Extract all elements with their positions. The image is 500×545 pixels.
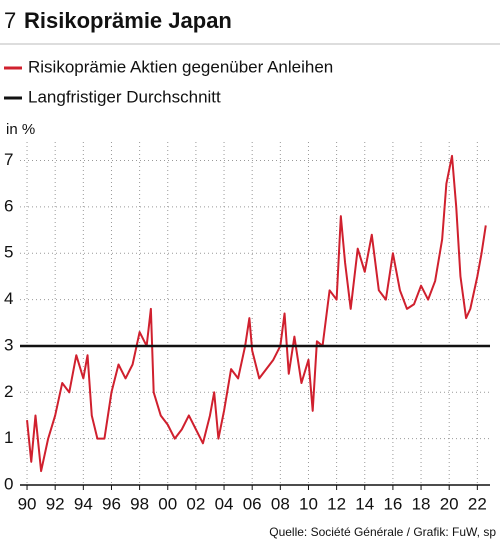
x-tick-label: 18 <box>412 494 431 513</box>
x-tick-label: 20 <box>440 494 459 513</box>
x-tick-label: 12 <box>327 494 346 513</box>
y-tick-label: 4 <box>4 289 13 308</box>
source: Quelle: Société Générale / Grafik: FuW, … <box>269 525 496 539</box>
chart-number: 7 <box>4 8 16 33</box>
data-line <box>26 154 487 473</box>
x-tick-label: 22 <box>468 494 487 513</box>
y-tick-label: 5 <box>4 243 13 262</box>
x-tick-label: 10 <box>299 494 318 513</box>
x-tick-label: 04 <box>215 494 234 513</box>
x-tick-label: 14 <box>355 494 374 513</box>
x-tick-label: 08 <box>271 494 290 513</box>
y-axis-label: in % <box>6 121 35 138</box>
x-tick-label: 00 <box>158 494 177 513</box>
y-tick-label: 3 <box>4 335 13 354</box>
chart-title: Risikoprämie Japan <box>24 8 232 33</box>
x-tick-label: 94 <box>74 494 93 513</box>
x-tick-label: 98 <box>130 494 149 513</box>
x-tick-label: 92 <box>46 494 65 513</box>
y-tick-label: 0 <box>4 474 13 493</box>
x-tick-label: 06 <box>243 494 262 513</box>
y-tick-label: 1 <box>4 428 13 447</box>
x-tick-label: 96 <box>102 494 121 513</box>
y-tick-label: 7 <box>4 150 13 169</box>
legend-label: Langfristiger Durchschnitt <box>28 87 221 106</box>
legend-label: Risikoprämie Aktien gegenüber Anleihen <box>28 57 333 76</box>
x-tick-label: 02 <box>186 494 205 513</box>
y-tick-label: 2 <box>4 382 13 401</box>
x-tick-label: 16 <box>383 494 402 513</box>
y-tick-label: 6 <box>4 196 13 215</box>
x-tick-label: 90 <box>18 494 37 513</box>
